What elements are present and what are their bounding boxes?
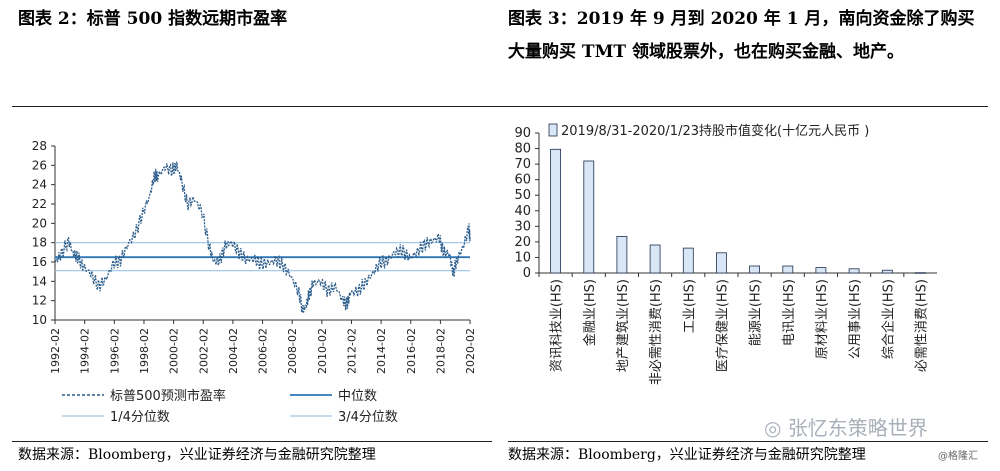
left-x-tick-label: 2010-02 (316, 328, 329, 374)
left-x-tick-label: 2014-02 (375, 328, 388, 374)
legend-label-median: 中位数 (338, 389, 377, 404)
left-x-tick-label: 2000-02 (168, 328, 181, 374)
right-y-tick-label: 10 (514, 250, 531, 265)
left-chart-title: 图表 2：标普 500 指数远期市盈率 (18, 9, 288, 29)
right-y-tick-label: 80 (514, 142, 531, 157)
left-x-tick-label: 1992-02 (49, 328, 62, 374)
left-x-tick-label: 2020-02 (464, 328, 477, 374)
legend-swatch-bar (548, 123, 558, 137)
header-divider (12, 106, 988, 107)
right-x-tick-label: 必需性消费(HS) (914, 279, 929, 372)
left-source-note: 数据来源：Bloomberg，兴业证券经济与金融研究院整理 (18, 447, 376, 463)
left-y-tick-label: 10 (32, 313, 47, 327)
left-x-tick-label: 2018-02 (434, 328, 447, 374)
left-x-tick-label: 2016-02 (405, 328, 418, 374)
legend-label-pe: 标普500预测市盈率 (110, 388, 226, 404)
right-y-tick-label: 90 (514, 126, 531, 141)
left-y-tick-label: 20 (32, 216, 47, 230)
left-x-tick-label: 2006-02 (257, 328, 270, 374)
bar-3 (649, 244, 661, 274)
bar-11 (915, 272, 926, 274)
bar-7 (782, 265, 794, 274)
left-y-tick-label: 24 (32, 178, 47, 192)
right-y-tick-label: 40 (514, 204, 531, 219)
right-y-tick-label: 70 (514, 157, 531, 172)
watermark-text: 张忆东策略世界 (787, 416, 928, 440)
right-chart-title: 图表 3：2019 年 9 月到 2020 年 1 月，南向资金除了购买大量购买… (508, 9, 975, 62)
right-x-tick-label: 地产建筑业(HS) (615, 279, 631, 372)
legend-label-q1: 1/4分位数 (110, 410, 170, 425)
legend-label-bar: 2019/8/31-2020/1/23持股市值变化(十亿元人民币 ) (561, 123, 869, 139)
right-source-note: 数据来源：Bloomberg，兴业证券经济与金融研究院整理 (508, 447, 866, 463)
left-x-tick-label: 2002-02 (197, 328, 210, 374)
left-x-tick-label: 2004-02 (227, 328, 240, 374)
bar-2 (616, 235, 628, 274)
left-y-tick-label: 14 (32, 274, 47, 288)
right-x-tick-label: 工业(HS) (682, 279, 697, 333)
left-x-tick-label: 1996-02 (108, 328, 121, 374)
bar-10 (881, 269, 893, 274)
left-y-tick-label: 26 (32, 158, 47, 172)
left-series-line-0 (54, 161, 471, 314)
left-y-tick-label: 18 (32, 236, 47, 250)
bar-9 (848, 268, 860, 274)
left-x-tick-label: 1994-02 (79, 328, 92, 374)
left-y-tick-label: 28 (32, 139, 47, 153)
left-x-tick-label: 2012-02 (345, 328, 358, 374)
left-y-tick-label: 16 (32, 255, 47, 269)
left-y-tick-label: 12 (32, 294, 47, 308)
right-y-tick-label: 30 (514, 219, 531, 234)
bar-4 (682, 247, 694, 274)
right-x-tick-label: 金融业(HS) (582, 279, 598, 346)
right-x-tick-label: 电讯业(HS) (782, 279, 797, 346)
right-x-tick-label: 公用事业(HS) (848, 279, 863, 359)
bar-1 (583, 160, 595, 274)
right-y-tick-label: 60 (514, 173, 531, 188)
legend-label-q3: 3/4分位数 (338, 410, 398, 425)
right-x-tick-label: 医疗保健业(HS) (715, 279, 730, 372)
left-footer-rule (12, 441, 492, 442)
left-x-tick-label: 1998-02 (138, 328, 151, 374)
right-x-tick-label: 综合企业(HS) (880, 279, 896, 359)
bar-8 (815, 267, 827, 274)
left-x-tick-label: 2008-02 (286, 328, 299, 374)
right-y-tick-label: 20 (514, 235, 531, 250)
watermark-small: @格隆汇 (938, 451, 978, 462)
right-x-tick-label: 资讯科技业(HS) (550, 279, 565, 372)
right-x-tick-label: 非必需性消费(HS) (649, 279, 664, 385)
right-x-tick-label: 原材料业(HS) (815, 279, 830, 359)
bar-6 (749, 265, 760, 274)
right-x-tick-label: 能源业(HS) (749, 279, 764, 346)
left-y-tick-label: 22 (32, 197, 47, 211)
bar-5 (716, 252, 727, 274)
right-footer-rule (508, 441, 988, 442)
right-y-tick-label: 50 (514, 188, 531, 203)
wechat-icon: ◎ (764, 416, 788, 440)
watermark: ◎ 张忆东策略世界 (764, 412, 928, 441)
bar-0 (550, 148, 561, 274)
right-y-tick-label: 0 (523, 266, 531, 281)
